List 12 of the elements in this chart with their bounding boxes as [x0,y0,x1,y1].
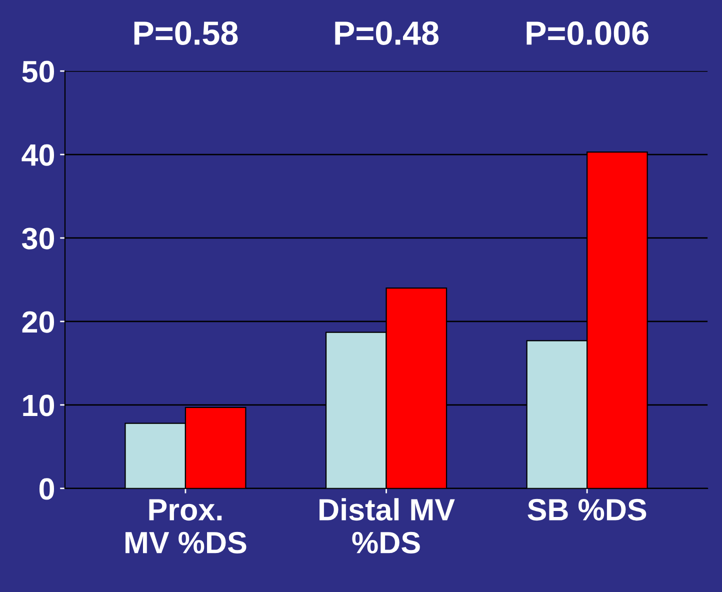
y-tick-label: 40 [22,144,54,166]
y-tick-label: 30 [22,228,54,250]
text: P=0.006 [526,21,648,46]
y-tick-label: 0 [39,478,54,500]
text: P=0.48 [335,21,439,46]
x-tick-label: SB %DS [528,498,646,521]
x-tick-label: Distal MV %DS [320,498,455,554]
x-tick-label: Prox. MV %DS [126,499,246,554]
y-tick-label: 50 [22,60,54,82]
y-tick-label: 20 [22,311,54,333]
y-tick-label: 10 [23,394,54,416]
text: P=0.58 [134,21,238,46]
